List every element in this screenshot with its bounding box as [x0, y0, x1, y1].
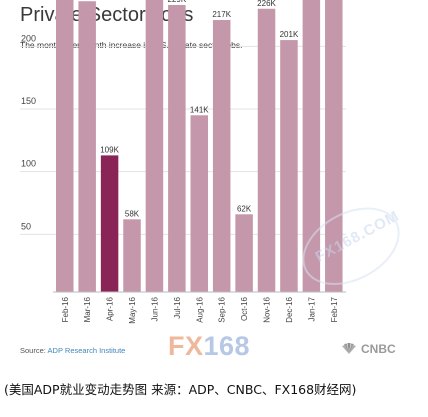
- y-tick-label: 200: [21, 33, 36, 43]
- x-tick-label: Aug-16: [195, 296, 204, 322]
- x-tick-label: Feb-16: [61, 296, 70, 322]
- x-tick-label: Oct-16: [240, 296, 249, 321]
- data-label: 217K: [212, 10, 231, 19]
- data-label: 229K: [168, 0, 187, 4]
- bar: [302, 0, 321, 292]
- image-caption: (美国ADP就业变动走势图 来源：ADP、CNBC、FX168财经网): [4, 382, 357, 397]
- fx168-logo-number: 168: [203, 331, 251, 361]
- x-tick-label: Jun-16: [150, 296, 159, 321]
- chart-subtitle: The month-over-month increase in U.S. pr…: [20, 40, 243, 50]
- fx168-logo-fx: FX: [168, 331, 204, 361]
- source-prefix: Source:: [20, 346, 46, 355]
- bar: [56, 0, 74, 292]
- bar: [257, 8, 276, 292]
- x-tick-label: Dec-16: [285, 296, 294, 322]
- x-tick-label: Mar-16: [83, 296, 92, 322]
- bar: [190, 115, 209, 292]
- data-label: 226K: [257, 0, 276, 8]
- bar: [212, 20, 231, 292]
- x-tick-label: Jul-16: [173, 296, 182, 318]
- x-tick-label: Feb-17: [330, 296, 339, 322]
- peacock-icon: [342, 343, 356, 354]
- source-name: ADP Research Institute: [47, 346, 126, 355]
- data-label: 201K: [280, 30, 299, 39]
- cnbc-logo-text: CNBC: [361, 342, 396, 356]
- bar: [78, 1, 96, 292]
- source-note: Source: ADP Research Institute: [20, 346, 125, 355]
- bar-chart: 50100150200250K255KFeb-16232KMar-16109KA…: [20, 0, 346, 324]
- bar: [168, 4, 186, 293]
- data-label: 62K: [237, 204, 252, 213]
- bar: [235, 214, 253, 292]
- data-label: 141K: [190, 105, 209, 114]
- y-tick-label: 150: [21, 96, 36, 106]
- chart-card: Private Sector Jobs The month-over-month…: [20, 0, 413, 362]
- x-tick-label: Nov-16: [263, 296, 272, 322]
- bar: [100, 155, 119, 292]
- bar: [123, 219, 141, 292]
- data-label: 109K: [100, 145, 119, 154]
- x-tick-label: Apr-16: [106, 296, 115, 321]
- bar: [325, 0, 343, 292]
- bar: [280, 40, 298, 292]
- cnbc-logo: CNBC: [340, 342, 396, 356]
- y-tick-label: 50: [21, 221, 31, 231]
- data-label: 58K: [125, 209, 140, 218]
- x-tick-label: May-16: [128, 296, 137, 323]
- fx168-logo: FX168: [168, 331, 250, 362]
- x-tick-label: Jan-17: [307, 296, 316, 321]
- y-tick-label: 100: [21, 159, 36, 169]
- x-tick-label: Sep-16: [218, 296, 227, 322]
- bar: [145, 0, 164, 293]
